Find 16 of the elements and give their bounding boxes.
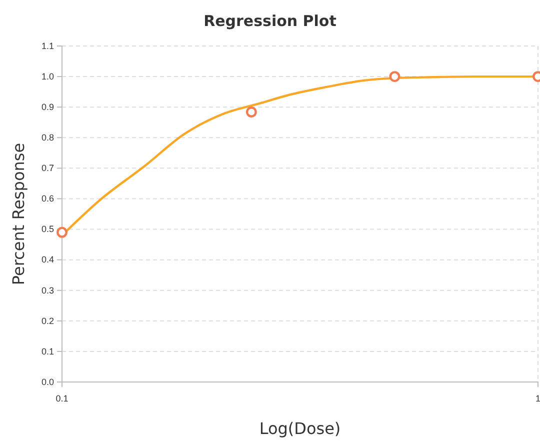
chart-title: Regression Plot [204,12,336,30]
y-tick-label: 0.0 [41,376,54,387]
y-tick-label: 1.1 [41,40,54,51]
y-tick-label: 1.0 [41,71,54,82]
y-axis-title: Percent Response [9,142,28,286]
y-tick-label: 0.4 [41,254,54,265]
y-tick-label: 0.2 [41,316,54,326]
y-tick-label: 0.5 [41,224,54,234]
x-axis-title: Log(Dose) [259,419,341,438]
y-tick-label: 0.6 [41,194,54,204]
y-tick-label: 0.9 [41,102,54,112]
y-tick-label: 0.8 [41,132,54,143]
y-tick-label: 0.1 [41,346,54,356]
y-tick-label: 0.3 [41,285,54,296]
x-tick-label: 1 [535,394,540,404]
y-tick-label: 0.7 [41,163,54,174]
